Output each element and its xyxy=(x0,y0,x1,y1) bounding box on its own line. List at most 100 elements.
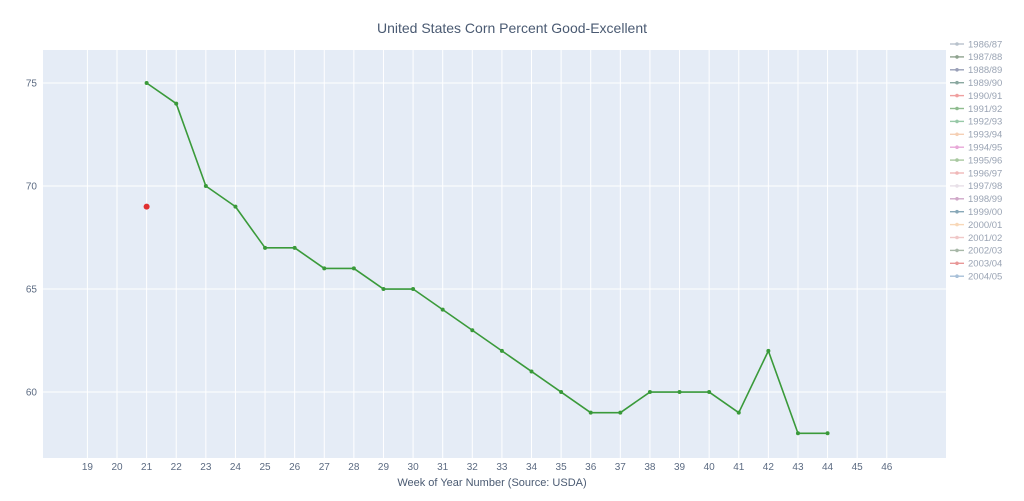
series-group xyxy=(143,80,830,436)
legend-swatch-marker xyxy=(955,119,959,124)
data-point xyxy=(677,390,682,395)
x-tick-label: 23 xyxy=(200,462,212,473)
legend-label: 1989/90 xyxy=(968,78,1002,89)
data-point xyxy=(203,184,208,188)
legend-swatch-marker xyxy=(955,209,959,214)
legend-label: 1990/91 xyxy=(968,91,1002,102)
legend-swatch-marker xyxy=(955,145,959,149)
data-point xyxy=(233,204,238,209)
y-tick-label: 65 xyxy=(26,285,38,296)
legend-item[interactable]: 1988/89 xyxy=(950,65,1002,76)
data-point xyxy=(440,307,445,312)
x-axis: 19 20 21 22 23 24 25 26 27 28 29 30 31 32 33 34 35 36 37 38… xyxy=(82,462,893,473)
legend-label: 1997/98 xyxy=(968,181,1002,192)
data-point xyxy=(707,390,712,395)
legend-item[interactable]: 2000/01 xyxy=(950,220,1002,231)
data-point xyxy=(470,328,475,333)
legend-item[interactable]: 1997/98 xyxy=(950,181,1002,192)
data-point xyxy=(559,390,564,395)
legend-item[interactable]: 1998/99 xyxy=(950,194,1002,205)
x-tick-label: 38 xyxy=(644,462,656,473)
legend-label: 1986/87 xyxy=(968,39,1002,50)
x-tick-label: 43 xyxy=(792,462,804,473)
data-point xyxy=(174,101,179,106)
legend-label: 1999/00 xyxy=(968,207,1002,218)
legend-label: 1992/93 xyxy=(968,117,1002,128)
y-tick-label: 60 xyxy=(26,388,38,399)
legend-label: 1995/96 xyxy=(968,155,1002,166)
data-point xyxy=(499,348,504,353)
legend-item[interactable]: 2001/02 xyxy=(950,233,1002,244)
data-point xyxy=(529,369,534,374)
legend-swatch-marker xyxy=(955,222,959,227)
data-point xyxy=(144,80,149,85)
legend-swatch-marker xyxy=(955,55,959,59)
legend-item[interactable]: 2002/03 xyxy=(950,246,1002,257)
x-tick-label: 46 xyxy=(881,462,893,473)
legend-item[interactable]: 1996/97 xyxy=(950,168,1002,179)
legend-item[interactable]: 2003/04 xyxy=(950,259,1002,270)
legend-swatch-marker xyxy=(955,248,959,253)
legend-swatch-marker xyxy=(955,80,959,85)
legend[interactable]: 1986/87 1987/88 1988/89 1989/90 1990/91 1991/… xyxy=(950,39,1002,283)
x-tick-label: 39 xyxy=(674,462,686,473)
legend-swatch-marker xyxy=(955,235,959,240)
series-line-0 xyxy=(146,82,828,435)
data-point xyxy=(263,245,268,250)
legend-item[interactable]: 1986/87 xyxy=(950,39,1002,50)
data-point xyxy=(795,431,800,436)
legend-swatch-marker xyxy=(955,68,959,72)
y-tick-label: 70 xyxy=(26,182,38,193)
x-tick-label: 22 xyxy=(171,462,183,473)
legend-label: 2001/02 xyxy=(968,233,1002,244)
legend-label: 2000/01 xyxy=(968,220,1002,231)
legend-swatch-marker xyxy=(955,184,959,188)
data-point xyxy=(351,266,356,271)
x-tick-label: 27 xyxy=(319,462,331,473)
data-point xyxy=(143,203,150,210)
grid xyxy=(43,50,946,458)
x-tick-label: 30 xyxy=(408,462,420,473)
data-point xyxy=(322,266,327,271)
legend-swatch-marker xyxy=(955,171,959,175)
data-point xyxy=(766,348,771,353)
legend-label: 2004/05 xyxy=(968,272,1002,283)
legend-label: 1987/88 xyxy=(968,52,1002,63)
legend-item[interactable]: 1991/92 xyxy=(950,104,1002,115)
x-tick-label: 35 xyxy=(556,462,568,473)
x-tick-label: 42 xyxy=(763,462,775,473)
x-tick-label: 20 xyxy=(111,462,123,473)
data-point xyxy=(588,410,593,415)
legend-item[interactable]: 2004/05 xyxy=(950,272,1002,283)
legend-swatch-marker xyxy=(955,42,959,46)
legend-label: 1998/99 xyxy=(968,194,1002,205)
legend-item[interactable]: 1995/96 xyxy=(950,155,1002,166)
x-tick-label: 25 xyxy=(259,462,271,473)
x-tick-label: 37 xyxy=(615,462,627,473)
x-tick-label: 40 xyxy=(704,462,716,473)
legend-swatch-marker xyxy=(955,158,959,162)
legend-item[interactable]: 1992/93 xyxy=(950,117,1002,128)
legend-item[interactable]: 1989/90 xyxy=(950,78,1002,89)
x-tick-label: 33 xyxy=(496,462,508,473)
legend-swatch-marker xyxy=(955,132,959,137)
legend-item[interactable]: 1994/95 xyxy=(950,143,1002,154)
legend-label: 1991/92 xyxy=(968,104,1002,115)
legend-item[interactable]: 1990/91 xyxy=(950,91,1002,102)
x-tick-label: 44 xyxy=(822,462,834,473)
legend-label: 1993/94 xyxy=(968,130,1002,141)
legend-swatch-marker xyxy=(955,197,959,201)
y-tick-label: 75 xyxy=(26,78,38,89)
x-tick-label: 26 xyxy=(289,462,301,473)
x-tick-label: 24 xyxy=(230,462,242,473)
x-tick-label: 28 xyxy=(348,462,360,473)
x-tick-label: 19 xyxy=(82,462,94,473)
legend-item[interactable]: 1999/00 xyxy=(950,207,1002,218)
legend-item[interactable]: 1987/88 xyxy=(950,52,1002,63)
x-tick-label: 32 xyxy=(467,462,479,473)
x-tick-label: 29 xyxy=(378,462,390,473)
data-point xyxy=(381,287,386,292)
data-point xyxy=(736,410,741,415)
legend-item[interactable]: 1993/94 xyxy=(950,130,1002,141)
